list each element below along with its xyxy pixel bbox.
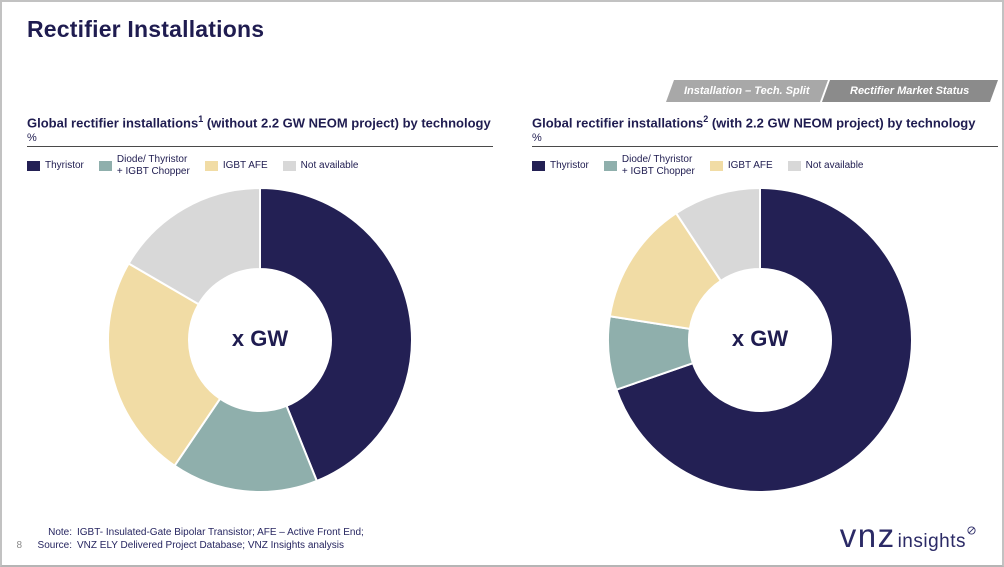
footer-spacer <box>8 526 22 539</box>
legend-label: IGBT AFE <box>727 160 773 172</box>
chart-column-right: Global rectifier installations2 (with 2.… <box>532 114 998 177</box>
donut-chart-right: x GW <box>604 184 916 496</box>
legend-swatch-icon <box>98 160 112 171</box>
note-label: Note: <box>48 527 72 538</box>
logo-brand-text: vnz <box>839 517 896 554</box>
legend-item: IGBT AFE <box>709 160 773 172</box>
chart-title-text: Global rectifier installations <box>532 115 704 131</box>
footer-source-row: 8 Source: VNZ ELY Delivered Project Data… <box>8 539 364 552</box>
chart-column-left: Global rectifier installations1 (without… <box>27 114 493 177</box>
tab-installation-tech-split[interactable]: Installation – Tech. Split <box>665 80 829 102</box>
tab-rectifier-market-status[interactable]: Rectifier Market Status <box>819 80 999 102</box>
chart-title: Global rectifier installations1 (without… <box>27 114 493 131</box>
logo-trademark-icon <box>967 522 976 540</box>
chart-title-text: (with 2.2 GW NEOM project) by technology <box>708 115 976 131</box>
donut-chart-left-svg <box>106 187 413 493</box>
legend-item: IGBT AFE <box>204 160 268 172</box>
tab-bar: Installation – Tech. Split Rectifier Mar… <box>665 80 999 102</box>
brand-logo: vnz insights <box>839 517 976 554</box>
legend-swatch-icon <box>204 160 218 171</box>
legend-item: Thyristor <box>532 160 589 172</box>
donut-slice-IGBT AFE <box>106 262 222 467</box>
unit-label: % <box>27 132 37 145</box>
legend-item: Not available <box>787 160 864 172</box>
unit-label: % <box>532 132 542 145</box>
legend: Thyristor Diode/ Thyristor + IGBT Choppe… <box>27 154 493 177</box>
legend-label: Diode/ Thyristor + IGBT Chopper <box>621 154 695 177</box>
donut-slice-Not available <box>675 187 761 282</box>
footnote-marker: 2 <box>703 114 709 124</box>
footer-note-row: Note: IGBT- Insulated-Gate Bipolar Trans… <box>8 526 364 539</box>
donut-chart-right-svg <box>607 187 913 493</box>
legend-swatch-icon <box>787 160 801 171</box>
footer: Note: IGBT- Insulated-Gate Bipolar Trans… <box>8 526 364 552</box>
legend-swatch-icon <box>27 160 40 171</box>
legend-swatch-icon <box>709 160 723 171</box>
source-label: Source: <box>37 540 72 551</box>
legend-label: Thyristor <box>45 160 84 172</box>
donut-slice-Thyristor <box>259 187 413 482</box>
legend-label: Not available <box>300 160 359 172</box>
donut-slice-Not available <box>127 187 261 306</box>
source-text: VNZ ELY Delivered Project Database; VNZ … <box>77 540 344 551</box>
legend-swatch-icon <box>282 160 296 171</box>
legend-label: Diode/ Thyristor + IGBT Chopper <box>116 154 190 177</box>
chart-title-text: (without 2.2 GW NEOM project) by technol… <box>203 115 491 131</box>
legend-item: Thyristor <box>27 160 84 172</box>
footnote-marker: 1 <box>198 114 204 124</box>
donut-slice-Diode/ Thyristor + IGBT Chopper <box>173 397 318 493</box>
logo-suffix-text: insights <box>897 531 966 552</box>
donut-center-value: x GW <box>731 325 789 351</box>
legend-label: Thyristor <box>550 160 589 172</box>
tab-label: Installation – Tech. Split <box>684 85 810 97</box>
legend-swatch-icon <box>532 160 545 171</box>
legend-item: Not available <box>282 160 359 172</box>
page-title: Rectifier Installations <box>27 16 265 42</box>
page-number: 8 <box>16 540 22 551</box>
legend-item: Diode/ Thyristor + IGBT Chopper <box>98 154 190 177</box>
legend-label: IGBT AFE <box>222 160 268 172</box>
legend-swatch-icon <box>603 160 617 171</box>
donut-chart-left: x GW <box>104 184 416 496</box>
tab-label: Rectifier Market Status <box>850 85 970 97</box>
chart-title-text: Global rectifier installations <box>27 115 199 131</box>
legend: Thyristor Diode/ Thyristor + IGBT Choppe… <box>532 154 998 177</box>
note-text: IGBT- Insulated-Gate Bipolar Transistor;… <box>77 527 364 538</box>
divider-line <box>532 146 998 148</box>
chart-title: Global rectifier installations2 (with 2.… <box>532 114 998 131</box>
donut-center-value: x GW <box>231 325 289 351</box>
donut-slice-Thyristor <box>615 187 913 493</box>
legend-label: Not available <box>805 160 864 172</box>
divider-line <box>27 146 493 148</box>
legend-item: Diode/ Thyristor + IGBT Chopper <box>603 154 695 177</box>
